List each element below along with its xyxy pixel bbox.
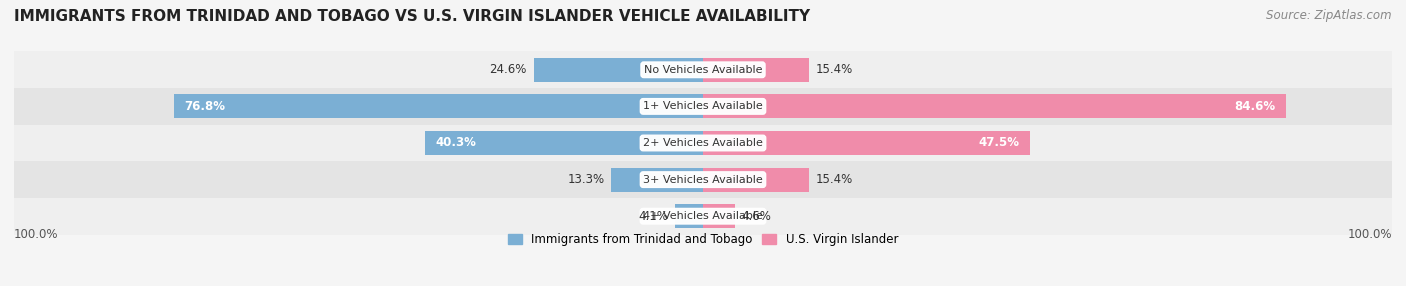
Bar [533,58,703,82]
Text: 100.0%: 100.0% [1347,228,1392,241]
Text: No Vehicles Available: No Vehicles Available [644,65,762,75]
Bar [14,198,1392,235]
Bar [703,131,1031,155]
Text: 76.8%: 76.8% [184,100,225,113]
Legend: Immigrants from Trinidad and Tobago, U.S. Virgin Islander: Immigrants from Trinidad and Tobago, U.S… [503,228,903,251]
Text: 15.4%: 15.4% [815,173,853,186]
Bar [703,168,808,192]
Bar [675,204,703,228]
Text: 13.3%: 13.3% [568,173,605,186]
Text: 4.1%: 4.1% [638,210,668,223]
Text: 3+ Vehicles Available: 3+ Vehicles Available [643,175,763,184]
Text: 15.4%: 15.4% [815,63,853,76]
Text: 1+ Vehicles Available: 1+ Vehicles Available [643,102,763,111]
Text: 84.6%: 84.6% [1234,100,1275,113]
Text: IMMIGRANTS FROM TRINIDAD AND TOBAGO VS U.S. VIRGIN ISLANDER VEHICLE AVAILABILITY: IMMIGRANTS FROM TRINIDAD AND TOBAGO VS U… [14,9,810,23]
Text: 40.3%: 40.3% [436,136,477,150]
Bar [612,168,703,192]
Bar [14,161,1392,198]
Bar [14,125,1392,161]
Bar [174,94,703,118]
Bar [426,131,703,155]
Bar [14,51,1392,88]
Text: 100.0%: 100.0% [14,228,59,241]
Text: 24.6%: 24.6% [489,63,527,76]
Bar [703,58,808,82]
Text: 4+ Vehicles Available: 4+ Vehicles Available [643,211,763,221]
Bar [14,88,1392,125]
Text: 2+ Vehicles Available: 2+ Vehicles Available [643,138,763,148]
Bar [703,94,1286,118]
Text: 4.6%: 4.6% [741,210,772,223]
Text: Source: ZipAtlas.com: Source: ZipAtlas.com [1267,9,1392,21]
Text: 47.5%: 47.5% [979,136,1019,150]
Bar [703,204,735,228]
